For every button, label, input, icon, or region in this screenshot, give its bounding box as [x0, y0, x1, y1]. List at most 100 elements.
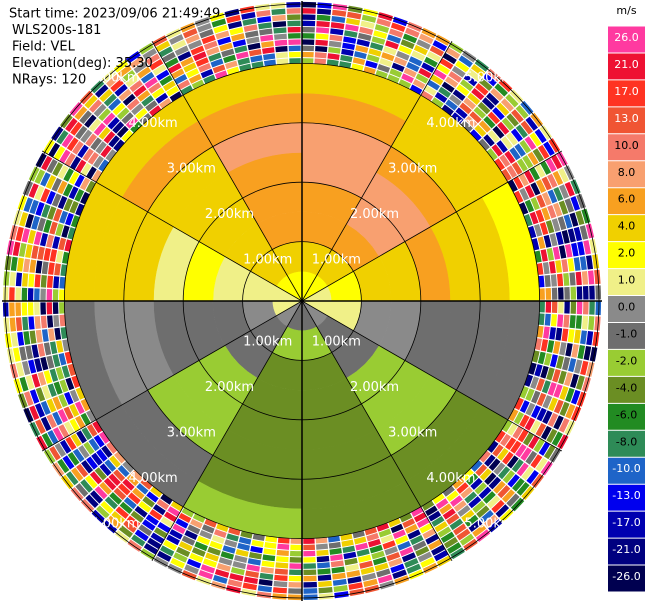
noise-cell: [74, 106, 88, 121]
noise-cell: [464, 514, 479, 527]
noise-cell: [139, 113, 152, 125]
noise-cell: [188, 73, 202, 84]
noise-cell: [86, 424, 98, 437]
noise-cell: [101, 69, 116, 83]
noise-cell: [40, 188, 51, 203]
noise-cell: [196, 575, 212, 586]
noise-cell: [191, 79, 205, 90]
noise-cell: [218, 557, 233, 566]
noise-cell: [40, 275, 47, 288]
noise-cell: [29, 389, 40, 404]
colorbar-tick-label: 0.0: [618, 301, 636, 314]
noise-cell: [69, 200, 79, 214]
noise-cell: [491, 499, 505, 513]
noise-cell: [133, 61, 148, 74]
noise-cell: [407, 529, 421, 540]
noise-cell: [427, 79, 440, 91]
colorbar-segment: [608, 484, 645, 512]
noise-cell: [460, 79, 474, 92]
noise-cell: [561, 328, 569, 342]
colorbar-tick-label: -4.0: [616, 381, 637, 394]
noise-cell: [581, 208, 591, 224]
colorbar-tick-label: -21.0: [612, 543, 640, 556]
noise-cell: [330, 554, 343, 562]
noise-cell: [27, 302, 34, 316]
noise-cell: [551, 287, 558, 300]
noise-cell: [226, 533, 239, 542]
noise-cell: [144, 77, 158, 89]
noise-cell: [261, 560, 275, 568]
range-label: 3.00km: [388, 425, 437, 440]
noise-cell: [346, 11, 362, 20]
noise-cell: [70, 433, 82, 447]
noise-cell: [2, 302, 9, 317]
noise-cell: [484, 514, 498, 528]
noise-cell: [524, 374, 534, 387]
noise-cell: [302, 1, 317, 8]
noise-cell: [359, 560, 373, 569]
noise-cell: [513, 176, 524, 190]
noise-cell: [184, 530, 198, 541]
noise-cell: [69, 102, 83, 117]
noise-cell: [372, 556, 387, 566]
noise-cell: [41, 432, 53, 448]
radial-line: [151, 300, 303, 562]
noise-cell: [493, 480, 506, 494]
noise-cell: [592, 331, 600, 347]
noise-cell: [156, 499, 170, 510]
noise-cell: [392, 16, 408, 27]
noise-cell: [551, 154, 563, 170]
noise-cell: [70, 121, 83, 136]
noise-cell: [131, 534, 146, 547]
noise-cell: [502, 451, 514, 465]
noise-cell: [40, 315, 48, 329]
noise-cell: [250, 55, 263, 63]
noise-cell: [588, 316, 595, 331]
noise-cell: [331, 566, 345, 574]
noise-cell: [401, 73, 414, 84]
noise-cell: [377, 64, 391, 73]
noise-cell: [332, 578, 347, 586]
noise-cell: [3, 317, 10, 333]
noise-cell: [541, 176, 552, 191]
noise-cell: [75, 483, 89, 497]
colorbar-segment: [608, 295, 645, 323]
noise-cell: [507, 179, 518, 193]
noise-cell: [565, 404, 576, 419]
noise-cell: [303, 594, 318, 601]
noise-cell: [17, 331, 25, 346]
noise-cell: [342, 42, 356, 50]
noise-cell: [486, 68, 501, 82]
noise-cell: [553, 341, 561, 355]
noise-cell: [392, 529, 406, 539]
noise-cell: [172, 523, 186, 535]
noise-cell: [219, 42, 233, 52]
radial-line: [301, 40, 453, 302]
noise-cell: [6, 240, 15, 256]
noise-cell: [543, 234, 552, 248]
noise-cell: [41, 261, 49, 275]
noise-cell: [302, 26, 315, 33]
noise-cell: [331, 15, 346, 23]
noise-cell: [487, 111, 501, 125]
noise-cell: [581, 315, 589, 330]
noise-cell: [286, 8, 301, 14]
noise-cell: [138, 524, 153, 537]
noise-cell: [190, 45, 205, 56]
noise-cell: [533, 224, 543, 237]
noise-cell: [263, 59, 276, 67]
noise-cell: [288, 51, 301, 58]
noise-cell: [551, 301, 558, 314]
noise-cell: [125, 116, 138, 129]
header-line: Start time: 2023/09/06 21:49:49: [9, 7, 220, 22]
noise-cell: [559, 401, 570, 417]
noise-cell: [238, 536, 252, 545]
noise-cell: [451, 65, 466, 78]
noise-cell: [555, 260, 563, 273]
noise-cell: [399, 512, 413, 523]
noise-cell: [71, 467, 84, 482]
noise-cell: [589, 301, 595, 315]
noise-cell: [332, 572, 346, 580]
noise-cell: [289, 550, 302, 557]
noise-cell: [207, 546, 221, 556]
